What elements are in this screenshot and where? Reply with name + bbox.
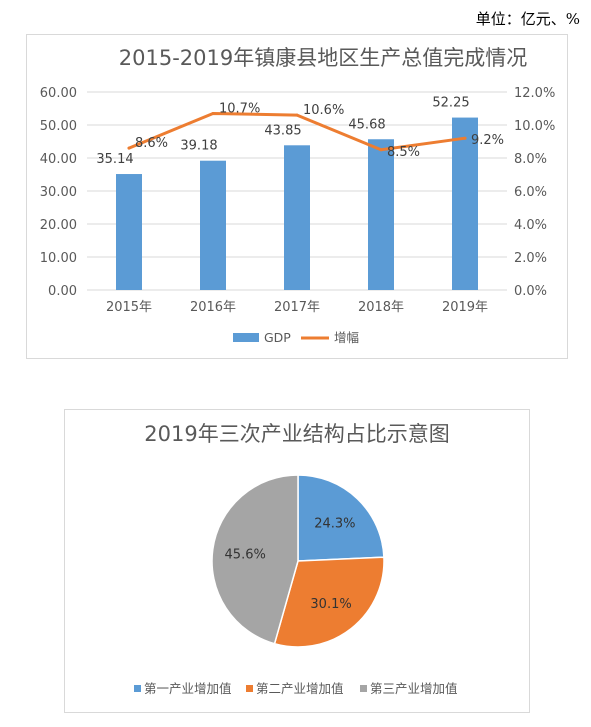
y-right-tick-label: 8.0%: [514, 152, 547, 167]
y-right-tick-label: 2.0%: [514, 251, 547, 266]
legend-label: 第一产业增加值: [144, 681, 232, 696]
legend-gdp-swatch: [233, 333, 259, 342]
gdp-chart-title: 2015-2019年镇康县地区生产总值完成情况: [119, 46, 527, 70]
legend-label: 第二产业增加值: [256, 681, 344, 696]
legend-swatch: [134, 685, 141, 692]
gdp-data-label: 45.68: [348, 117, 385, 132]
pie-slice: [273, 556, 385, 648]
pie-slice: [297, 474, 385, 562]
gdp-bar: [284, 145, 310, 290]
y-left-tick-label: 50.00: [40, 119, 77, 134]
unit-label: 单位：亿元、%: [475, 10, 580, 28]
legend-label: 第三产业增加值: [370, 681, 458, 696]
gdp-bar: [200, 160, 226, 290]
growth-point: [463, 136, 467, 140]
y-left-tick-label: 0.00: [48, 284, 77, 299]
gdp-data-label: 52.25: [432, 96, 469, 111]
gdp-data-label: 43.85: [264, 123, 301, 138]
gdp-data-label: 39.18: [180, 139, 217, 154]
pie-slice: [211, 474, 299, 645]
y-right-tick-label: 0.0%: [514, 284, 547, 299]
growth-point: [379, 148, 383, 152]
x-tick-label: 2017年: [274, 300, 320, 315]
y-left-tick-label: 20.00: [40, 218, 77, 233]
y-left-tick-label: 10.00: [40, 251, 77, 266]
gdp-chart-svg: 2015-2019年镇康县地区生产总值完成情况 0.00 10.00 20.00 30…: [40, 46, 556, 345]
growth-point: [211, 111, 215, 115]
x-tick-label: 2015年: [106, 300, 152, 315]
pie-data-label: 24.3%: [314, 516, 355, 531]
y-right-tick-label: 4.0%: [514, 218, 547, 233]
x-tick-label: 2019年: [442, 300, 488, 315]
x-tick-label: 2018年: [358, 300, 404, 315]
gdp-data-label: 35.14: [96, 152, 133, 167]
structure-pie-chart: 2019年三次产业结构占比示意图 24.3% 30.1% 45.6% 第一产业增加值…: [64, 409, 530, 713]
legend-growth-label: 增幅: [334, 330, 359, 345]
y-right-tick-label: 6.0%: [514, 185, 547, 200]
y-left-tick-label: 30.00: [40, 185, 77, 200]
pie-chart-title: 2019年三次产业结构占比示意图: [144, 422, 449, 446]
pie-data-label: 45.6%: [225, 548, 266, 563]
y-left-tick-label: 60.00: [40, 86, 77, 101]
growth-data-label: 8.5%: [387, 145, 420, 160]
gdp-bar: [452, 117, 478, 290]
growth-point: [295, 113, 299, 117]
legend-swatch: [360, 685, 367, 692]
gdp-chart: 2015-2019年镇康县地区生产总值完成情况 0.00 10.00 20.00 30…: [26, 34, 568, 359]
gdp-bar: [368, 139, 394, 290]
y-left-tick-label: 40.00: [40, 152, 77, 167]
x-tick-label: 2016年: [190, 300, 236, 315]
y-right-tick-label: 10.0%: [514, 119, 555, 134]
growth-data-label: 10.7%: [219, 101, 260, 116]
legend-gdp-label: GDP: [264, 330, 291, 345]
growth-data-label: 9.2%: [471, 133, 504, 148]
pie-data-label: 30.1%: [310, 597, 351, 612]
y-right-tick-label: 12.0%: [514, 86, 555, 101]
gdp-bar: [116, 174, 142, 290]
growth-data-label: 8.6%: [135, 136, 168, 151]
legend-swatch: [246, 685, 253, 692]
growth-point: [127, 146, 131, 150]
growth-data-label: 10.6%: [303, 103, 344, 118]
structure-pie-svg: 2019年三次产业结构占比示意图 24.3% 30.1% 45.6% 第一产业增加值…: [134, 422, 458, 696]
